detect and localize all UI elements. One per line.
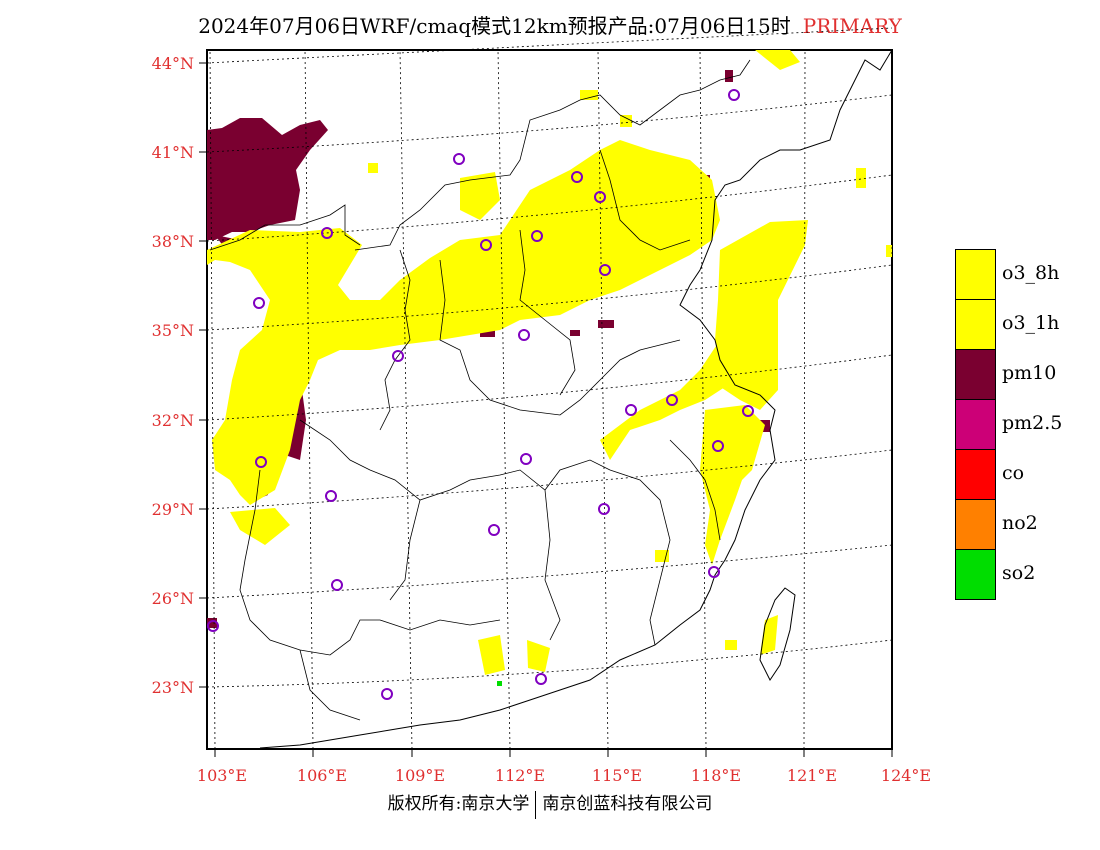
station-marker xyxy=(480,239,492,251)
station-marker xyxy=(488,524,500,536)
o3-spot-3 xyxy=(580,90,598,100)
station-marker xyxy=(598,503,610,515)
lon-label: 118°E xyxy=(691,766,741,785)
legend-swatch xyxy=(955,399,996,450)
station-markers xyxy=(207,89,754,700)
lat-label: 32°N xyxy=(152,411,194,430)
o3-region-northeast xyxy=(755,50,800,70)
station-marker xyxy=(392,350,404,362)
station-marker xyxy=(666,394,678,406)
graticule xyxy=(206,27,893,750)
lon-label: 106°E xyxy=(297,766,347,785)
pm10-spot-6 xyxy=(725,70,733,82)
legend-label: o3_8h xyxy=(1002,262,1060,284)
o3-spot-2 xyxy=(856,168,866,188)
legend-swatch xyxy=(955,299,996,350)
station-marker xyxy=(255,456,267,468)
o3-region-west xyxy=(207,140,720,505)
title-main: 2024年07月06日WRF/cmaq模式12km预报产品:07月06日15时 xyxy=(198,14,791,38)
legend-swatch xyxy=(955,249,996,300)
station-marker xyxy=(571,171,583,183)
map-title: 2024年07月06日WRF/cmaq模式12km预报产品:07月06日15时 P… xyxy=(0,10,1100,39)
o3-spot-4 xyxy=(620,115,632,127)
title-tag: PRIMARY xyxy=(802,14,902,38)
legend-label: co xyxy=(1002,462,1025,484)
legend-label: pm2.5 xyxy=(1002,412,1063,434)
lat-labels: 44°N 41°N 38°N 35°N 32°N 29°N 26°N 23°N xyxy=(152,54,194,697)
taiwan-outline xyxy=(759,587,796,681)
o3-region-north-strip xyxy=(460,172,500,220)
legend-label: o3_1h xyxy=(1002,312,1060,334)
pm10-spot-4 xyxy=(598,320,614,328)
copyright-footer: 版权所有:南京大学 南京创蓝科技有限公司 xyxy=(0,789,1100,819)
o3-region-coast-south xyxy=(700,405,765,565)
legend-swatch xyxy=(955,549,996,600)
o3-spot-7 xyxy=(886,245,892,257)
station-marker xyxy=(599,264,611,276)
o3-region-southwest xyxy=(230,508,290,545)
station-marker xyxy=(381,688,393,700)
pm10-spot-3 xyxy=(570,330,580,336)
pm10-region-northwest xyxy=(207,118,328,240)
o3-spot-5 xyxy=(725,640,737,650)
lat-label: 26°N xyxy=(152,589,194,608)
legend-swatch xyxy=(955,349,996,400)
legend-swatch xyxy=(955,449,996,500)
station-marker xyxy=(625,404,637,416)
station-marker xyxy=(742,405,754,417)
lat-label: 38°N xyxy=(152,232,194,251)
station-marker xyxy=(708,566,720,578)
lat-label: 23°N xyxy=(152,678,194,697)
legend-label: pm10 xyxy=(1002,362,1057,384)
boundary-lines xyxy=(209,49,893,749)
lat-label: 29°N xyxy=(152,500,194,519)
lat-label: 44°N xyxy=(152,54,194,73)
lat-label: 35°N xyxy=(152,321,194,340)
station-marker xyxy=(331,579,343,591)
lon-label: 124°E xyxy=(881,766,931,785)
o3-region-guangdong xyxy=(478,635,505,675)
legend-swatch xyxy=(955,499,996,550)
pm10-spot-8 xyxy=(207,618,217,628)
station-marker xyxy=(518,329,530,341)
coastline xyxy=(259,49,893,749)
station-marker xyxy=(520,453,532,465)
station-marker xyxy=(712,440,724,452)
station-marker xyxy=(594,191,606,203)
footer-right: 南京创蓝科技有限公司 xyxy=(542,794,713,814)
o3-region-yangtze xyxy=(600,340,728,460)
province-boundaries xyxy=(209,59,751,721)
station-marker xyxy=(535,673,547,685)
lon-label: 115°E xyxy=(592,766,642,785)
station-marker xyxy=(321,227,333,239)
station-marker xyxy=(453,153,465,165)
lon-label: 109°E xyxy=(395,766,445,785)
lon-label: 112°E xyxy=(495,766,545,785)
station-marker xyxy=(325,490,337,502)
so2-spot xyxy=(497,681,502,686)
axis-ticks xyxy=(199,62,893,757)
lon-label: 121°E xyxy=(787,766,837,785)
pm10-spot-5 xyxy=(760,420,770,432)
map-frame xyxy=(206,49,893,750)
station-marker xyxy=(728,89,740,101)
legend-label: so2 xyxy=(1002,562,1036,584)
lon-label: 103°E xyxy=(197,766,247,785)
lon-labels: 103°E 106°E 109°E 112°E 115°E 118°E 121°… xyxy=(197,766,931,785)
station-marker xyxy=(531,230,543,242)
o3-region-inland-coast xyxy=(715,220,808,410)
station-marker xyxy=(253,297,265,309)
o3-region-guangdong-east xyxy=(527,640,550,672)
footer-separator xyxy=(535,790,537,819)
lat-label: 41°N xyxy=(152,143,194,162)
legend-label: no2 xyxy=(1002,512,1038,534)
o3-spot-1 xyxy=(368,163,378,173)
station-marker xyxy=(207,620,219,632)
footer-left: 版权所有:南京大学 xyxy=(387,794,530,814)
